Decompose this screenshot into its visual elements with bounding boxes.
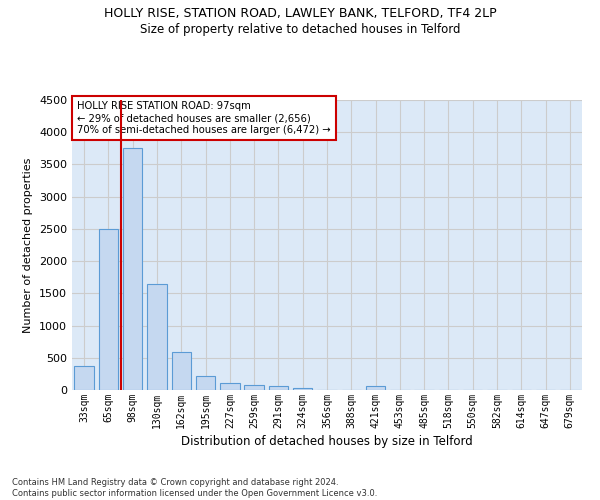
Bar [366,386,385,390]
Bar [172,352,191,390]
Bar [293,388,313,390]
Bar [220,383,239,390]
Bar [269,386,288,390]
Text: HOLLY RISE STATION ROAD: 97sqm
← 29% of detached houses are smaller (2,656)
70% : HOLLY RISE STATION ROAD: 97sqm ← 29% of … [77,102,331,134]
Y-axis label: Number of detached properties: Number of detached properties [23,158,34,332]
Text: HOLLY RISE, STATION ROAD, LAWLEY BANK, TELFORD, TF4 2LP: HOLLY RISE, STATION ROAD, LAWLEY BANK, T… [104,8,496,20]
Bar [147,284,167,390]
Text: Size of property relative to detached houses in Telford: Size of property relative to detached ho… [140,22,460,36]
Text: Distribution of detached houses by size in Telford: Distribution of detached houses by size … [181,435,473,448]
Bar [74,366,94,390]
Text: Contains HM Land Registry data © Crown copyright and database right 2024.
Contai: Contains HM Land Registry data © Crown c… [12,478,377,498]
Bar [196,376,215,390]
Bar [99,229,118,390]
Bar [123,148,142,390]
Bar [244,386,264,390]
